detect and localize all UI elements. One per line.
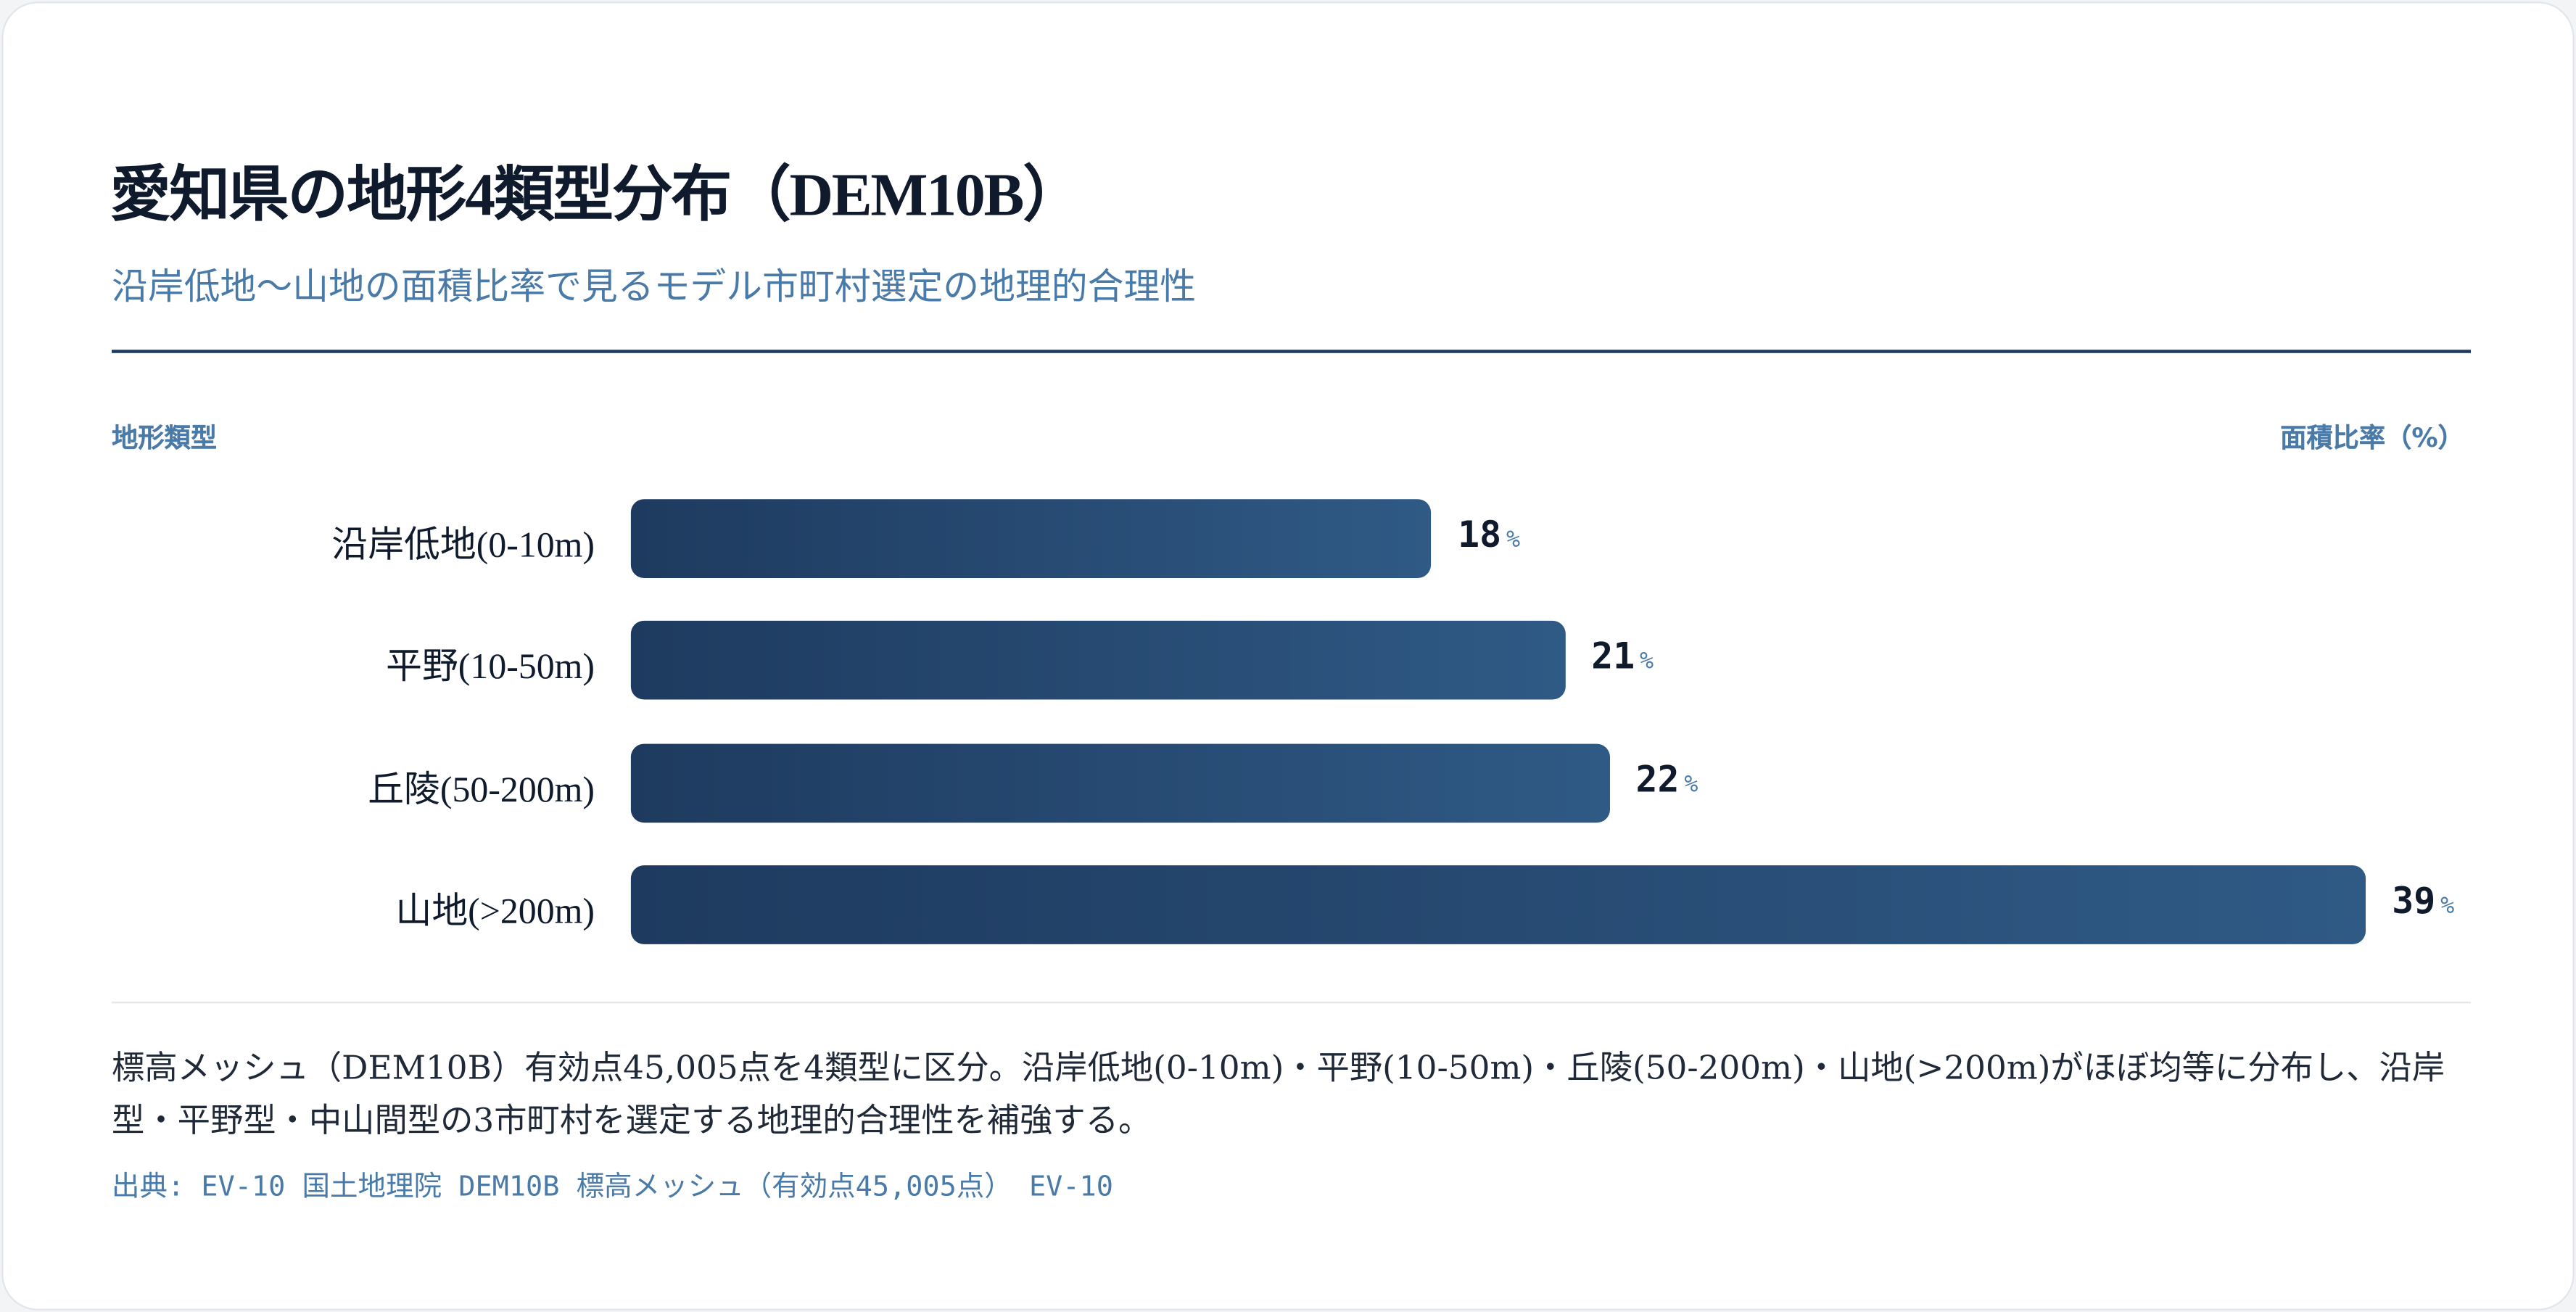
bar bbox=[630, 499, 1432, 578]
chart-subtitle: 沿岸低地〜山地の面積比率で見るモデル市町村選定の地理的合理性 bbox=[112, 268, 1197, 309]
value-unit: % bbox=[1640, 648, 1654, 676]
y-axis-label: 地形類型 bbox=[112, 421, 218, 453]
y-tick-label: 丘陵(50-200m) bbox=[368, 767, 595, 809]
value-label-group: 18% bbox=[1458, 516, 1520, 557]
value-unit: % bbox=[1684, 771, 1698, 798]
separator bbox=[112, 1002, 2472, 1004]
value-label: 39 bbox=[2392, 881, 2436, 923]
value-label-group: 21% bbox=[1591, 638, 1654, 679]
value-label: 21 bbox=[1591, 638, 1635, 679]
bar bbox=[630, 865, 2366, 944]
y-tick-label: 平野(10-50m) bbox=[386, 645, 595, 688]
value-label: 18 bbox=[1458, 515, 1502, 557]
value-label-group: 22% bbox=[1636, 759, 1698, 801]
x-axis-label: 面積比率（%） bbox=[2280, 421, 2464, 453]
bar bbox=[630, 621, 1565, 701]
value-label: 22 bbox=[1635, 759, 1680, 801]
bar bbox=[630, 743, 1610, 822]
chart-title: 愛知県の地形4類型分布（DEM10B） bbox=[110, 162, 1083, 230]
y-tick-label: 山地(>200m) bbox=[395, 889, 595, 931]
y-tick-label: 沿岸低地(0-10m) bbox=[331, 524, 595, 565]
value-unit: % bbox=[1506, 527, 1521, 554]
value-unit: % bbox=[2440, 893, 2455, 920]
divider bbox=[112, 350, 2472, 353]
note: 標高メッシュ（DEM10B）有効点45,005点を4類型に区分。沿岸低地(0-1… bbox=[112, 1047, 2445, 1140]
value-label-group: 39% bbox=[2392, 882, 2454, 923]
source: 出典: EV-10 国土地理院 DEM10B 標高メッシュ（有効点45,005点… bbox=[112, 1171, 1113, 1204]
